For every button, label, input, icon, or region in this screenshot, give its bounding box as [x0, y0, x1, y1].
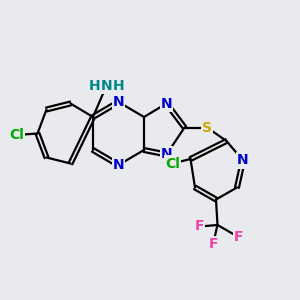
Text: N: N [161, 97, 172, 110]
Text: N: N [113, 95, 124, 109]
Text: S: S [202, 121, 212, 134]
Text: N: N [113, 158, 124, 172]
Text: N: N [237, 154, 249, 167]
Text: F: F [195, 220, 204, 233]
Text: F: F [234, 230, 243, 244]
Text: H: H [113, 79, 124, 92]
Text: F: F [208, 238, 218, 251]
Text: N: N [101, 79, 112, 92]
Text: N: N [161, 148, 172, 161]
Text: Cl: Cl [165, 157, 180, 170]
Text: H: H [89, 79, 100, 92]
Text: Cl: Cl [9, 128, 24, 142]
